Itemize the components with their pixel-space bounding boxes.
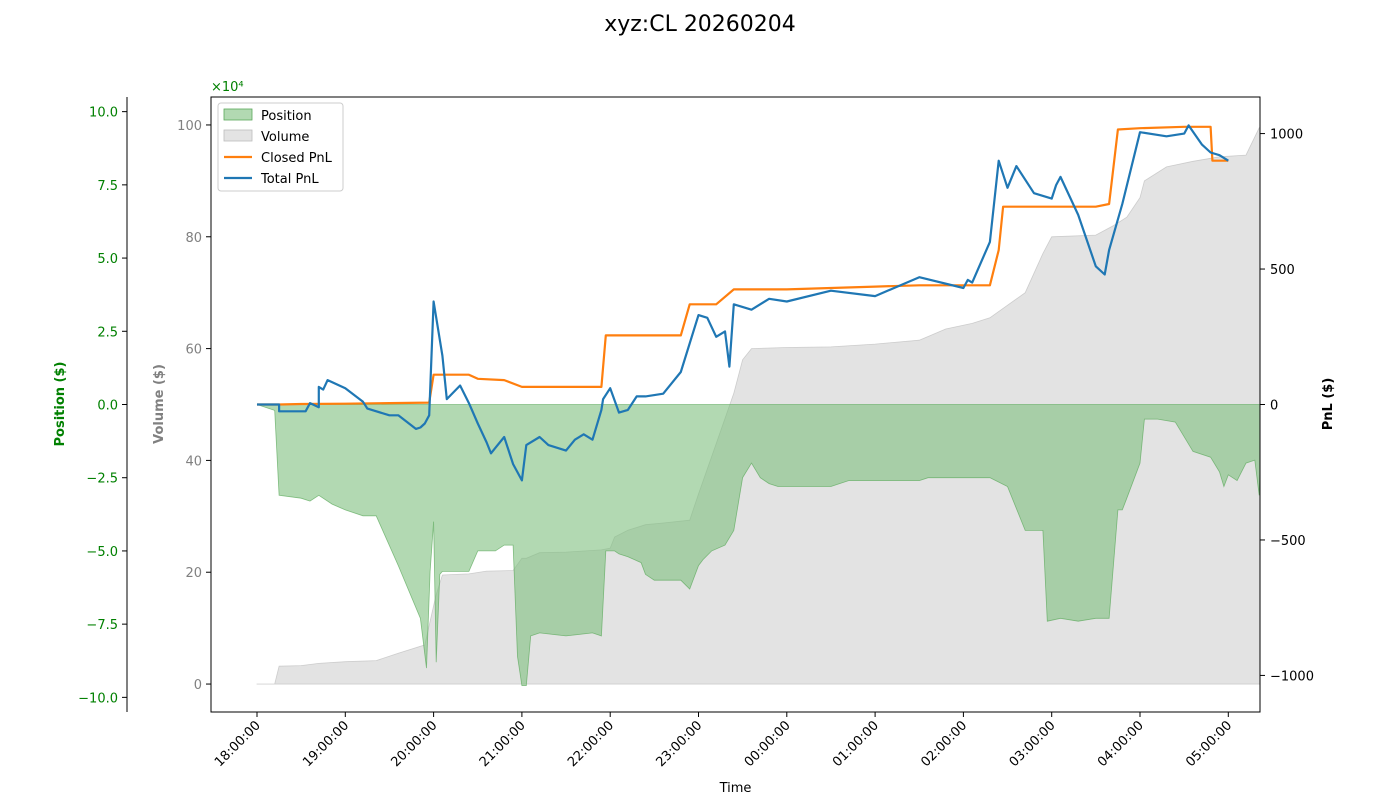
x-tick-label-1: 19:00:00 bbox=[300, 718, 352, 770]
position-tick-label-6: −5.0 bbox=[86, 545, 118, 560]
legend-label-position: Position bbox=[261, 109, 312, 124]
closed-pnl-line bbox=[257, 125, 1229, 406]
position-area bbox=[256, 404, 1260, 686]
x-tick-label-4: 22:00:00 bbox=[565, 718, 617, 770]
x-tick-label-10: 04:00:00 bbox=[1095, 718, 1147, 770]
position-tick-label-8: −10.0 bbox=[78, 691, 118, 706]
pnl-axis-label: PnL ($) bbox=[1321, 378, 1336, 431]
x-tick-label-3: 21:00:00 bbox=[477, 718, 529, 770]
x-tick-label-8: 02:00:00 bbox=[918, 718, 970, 770]
legend-swatch-position bbox=[223, 108, 253, 121]
total-pnl-line bbox=[257, 124, 1229, 482]
pnl-tick-label-4: −1000 bbox=[1270, 669, 1314, 684]
x-axis-label: Time bbox=[719, 781, 752, 796]
pnl-tick-label-1: 500 bbox=[1270, 263, 1295, 278]
x-tick-label-9: 03:00:00 bbox=[1007, 718, 1059, 770]
position-tick-label-2: 5.0 bbox=[97, 252, 118, 267]
x-tick-label-5: 23:00:00 bbox=[653, 718, 705, 770]
legend: Position Volume Closed PnL Total PnL bbox=[217, 102, 344, 192]
position-scale-label: ×10⁴ bbox=[211, 80, 244, 95]
pnl-tick-label-2: 0 bbox=[1270, 399, 1278, 414]
volume-tick-label-4: 80 bbox=[185, 231, 202, 246]
position-tick-label-1: 7.5 bbox=[97, 179, 118, 194]
position-tick-label-4: 0.0 bbox=[97, 399, 118, 414]
volume-axis-label: Volume ($) bbox=[152, 364, 167, 444]
legend-label-volume: Volume bbox=[261, 130, 309, 145]
volume-tick-label-1: 20 bbox=[185, 566, 202, 581]
volume-tick-label-5: 100 bbox=[177, 119, 202, 134]
legend-label-closed-pnl: Closed PnL bbox=[261, 151, 333, 166]
x-tick-label-11: 05:00:00 bbox=[1183, 718, 1235, 770]
position-tick-label-0: 10.0 bbox=[89, 106, 118, 121]
x-tick-label-6: 00:00:00 bbox=[742, 718, 794, 770]
position-tick-label-3: 2.5 bbox=[97, 325, 118, 340]
legend-swatch-volume bbox=[223, 129, 253, 142]
pnl-tick-label-3: −500 bbox=[1270, 534, 1306, 549]
x-tick-label-7: 01:00:00 bbox=[830, 718, 882, 770]
legend-label-total-pnl: Total PnL bbox=[260, 172, 319, 187]
line-layer bbox=[257, 124, 1229, 482]
volume-tick-label-3: 60 bbox=[185, 343, 202, 358]
chart-title: xyz:CL 20260204 bbox=[604, 12, 796, 37]
area-layer bbox=[256, 127, 1260, 686]
volume-tick-label-2: 40 bbox=[185, 454, 202, 469]
volume-tick-label-0: 0 bbox=[194, 678, 202, 693]
position-axis-label: Position ($) bbox=[53, 362, 68, 447]
legend-box bbox=[217, 102, 344, 192]
position-tick-label-7: −7.5 bbox=[86, 618, 118, 633]
pnl-tick-label-0: 1000 bbox=[1270, 128, 1303, 143]
x-tick-label-2: 20:00:00 bbox=[389, 718, 441, 770]
x-tick-label-0: 18:00:00 bbox=[212, 718, 264, 770]
position-tick-label-5: −2.5 bbox=[86, 472, 118, 487]
